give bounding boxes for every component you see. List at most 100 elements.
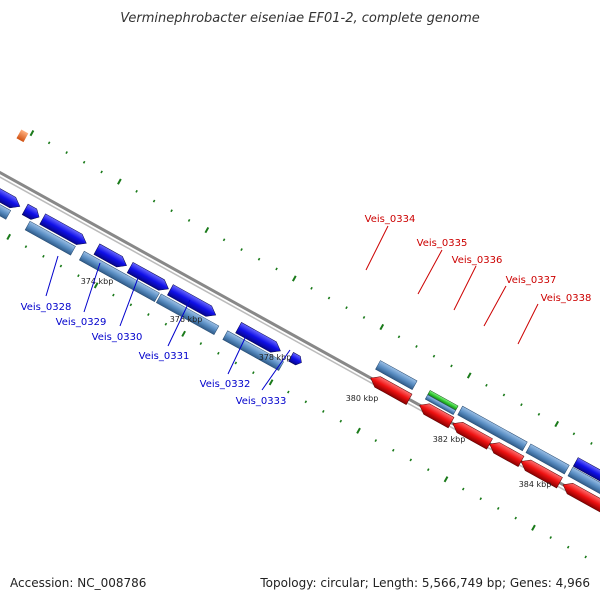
gene-label-veis-0328[interactable]: Veis_0328 [21,302,72,313]
gene-label-veis-0337[interactable]: Veis_0337 [506,275,557,286]
minor-tick [47,141,51,145]
minor-tick [415,345,418,348]
orf-bar[interactable] [424,394,457,416]
cds-arrow-plus[interactable] [167,284,218,321]
minor-tick [520,403,523,407]
minor-tick [310,286,313,290]
leader-line [365,225,389,271]
cds-arrow-plus[interactable] [0,177,23,212]
orange-feature[interactable] [16,129,29,143]
minor-tick [164,322,168,326]
gene-label-veis-0335[interactable]: Veis_0335 [417,238,468,249]
cds-arrow-plus[interactable] [126,261,171,294]
gene-label-veis-0332[interactable]: Veis_0332 [200,379,251,390]
orf-bar[interactable] [0,189,12,220]
minor-tick [304,400,308,404]
scale-label: 384 kbp [519,480,552,489]
minor-tick [240,248,243,251]
minor-tick [135,189,138,193]
minor-tick [65,151,68,155]
scale-label: 378 kbp [259,353,292,362]
cds-arrow-minus[interactable] [368,373,413,405]
orf-bar[interactable] [525,443,570,475]
major-tick [6,233,12,240]
plus-strand-cds-track [0,177,304,371]
orf-bar[interactable] [567,466,600,516]
leader-line [167,299,191,347]
major-tick [181,330,186,337]
scale-label: 382 kbp [433,435,466,444]
scale-label: 380 kbp [346,394,379,403]
orf-bar[interactable] [222,330,284,371]
minor-tick [170,209,173,213]
cds-arrow-plus[interactable] [93,243,130,271]
genome-summary-text: Topology: circular; Length: 5,566,749 bp… [259,576,590,590]
major-tick [291,275,297,282]
minor-tick [129,303,133,307]
major-tick [554,420,560,428]
orf-bar[interactable] [375,360,418,390]
major-tick [29,129,35,137]
scale-label: 376 kbp [170,315,203,324]
cds-arrow-minus[interactable] [560,479,600,531]
minor-tick [549,536,552,539]
genome-backbone [0,131,600,571]
orf-bar[interactable] [155,293,220,336]
cds-arrow-plus[interactable] [572,457,600,505]
minor-tick [461,487,465,491]
minor-tick [566,545,570,549]
minor-tick [514,516,517,520]
gene-label-veis-0333[interactable]: Veis_0333 [236,396,287,407]
gene-label-veis-0336[interactable]: Veis_0336 [452,255,503,266]
cds-arrow-minus[interactable] [417,400,455,429]
minor-tick [409,458,413,462]
minor-tick [112,293,115,297]
inner-tick-ring [6,233,587,559]
leader-line [453,265,477,311]
minor-tick [450,364,453,368]
cds-arrow-minus[interactable] [487,439,525,468]
minor-tick [24,245,28,249]
major-tick [356,427,361,434]
cds-arrow-minus[interactable] [450,418,493,450]
minor-tick [147,313,150,316]
major-tick [531,524,536,531]
gene-label-veis-0329[interactable]: Veis_0329 [56,317,107,328]
cds-arrow-plus[interactable] [21,203,42,222]
minor-tick [252,371,255,375]
minor-tick [374,439,378,442]
minor-tick [496,506,500,510]
cds-arrow-minus[interactable] [518,456,563,489]
major-tick [443,476,449,483]
gene-label-veis-0330[interactable]: Veis_0330 [92,332,143,343]
cds-arrow-plus[interactable] [39,213,90,249]
accession-text: Accession: NC_008786 [10,576,146,590]
minor-tick [234,361,238,365]
minor-tick [275,267,278,271]
minor-tick [152,199,156,203]
minor-tick [432,354,436,358]
minor-tick [222,238,226,242]
gene-label-veis-0331[interactable]: Veis_0331 [139,351,190,362]
minor-tick [485,383,488,387]
leader-line [483,285,507,327]
genome-map [0,129,600,574]
minor-tick [502,393,506,397]
minor-tick [187,219,191,222]
cds-arrow-plus[interactable] [235,322,284,356]
major-tick [466,372,472,379]
cds-arrow-plus[interactable] [288,352,304,367]
minor-tick [100,170,103,174]
leader-line [45,255,59,297]
major-tick [204,226,210,234]
minor-tick [397,335,401,339]
scale-labels: 374 kbp 376 kbp 378 kbp 380 kbp 382 kbp … [81,277,552,489]
orf-bar[interactable] [457,405,528,452]
gene-label-veis-0334[interactable]: Veis_0334 [365,214,416,225]
minor-tick [217,351,220,355]
gene-label-veis-0338[interactable]: Veis_0338 [541,293,592,304]
minor-tick [345,306,348,310]
major-tick [93,282,99,289]
orf-bar[interactable] [24,220,76,256]
